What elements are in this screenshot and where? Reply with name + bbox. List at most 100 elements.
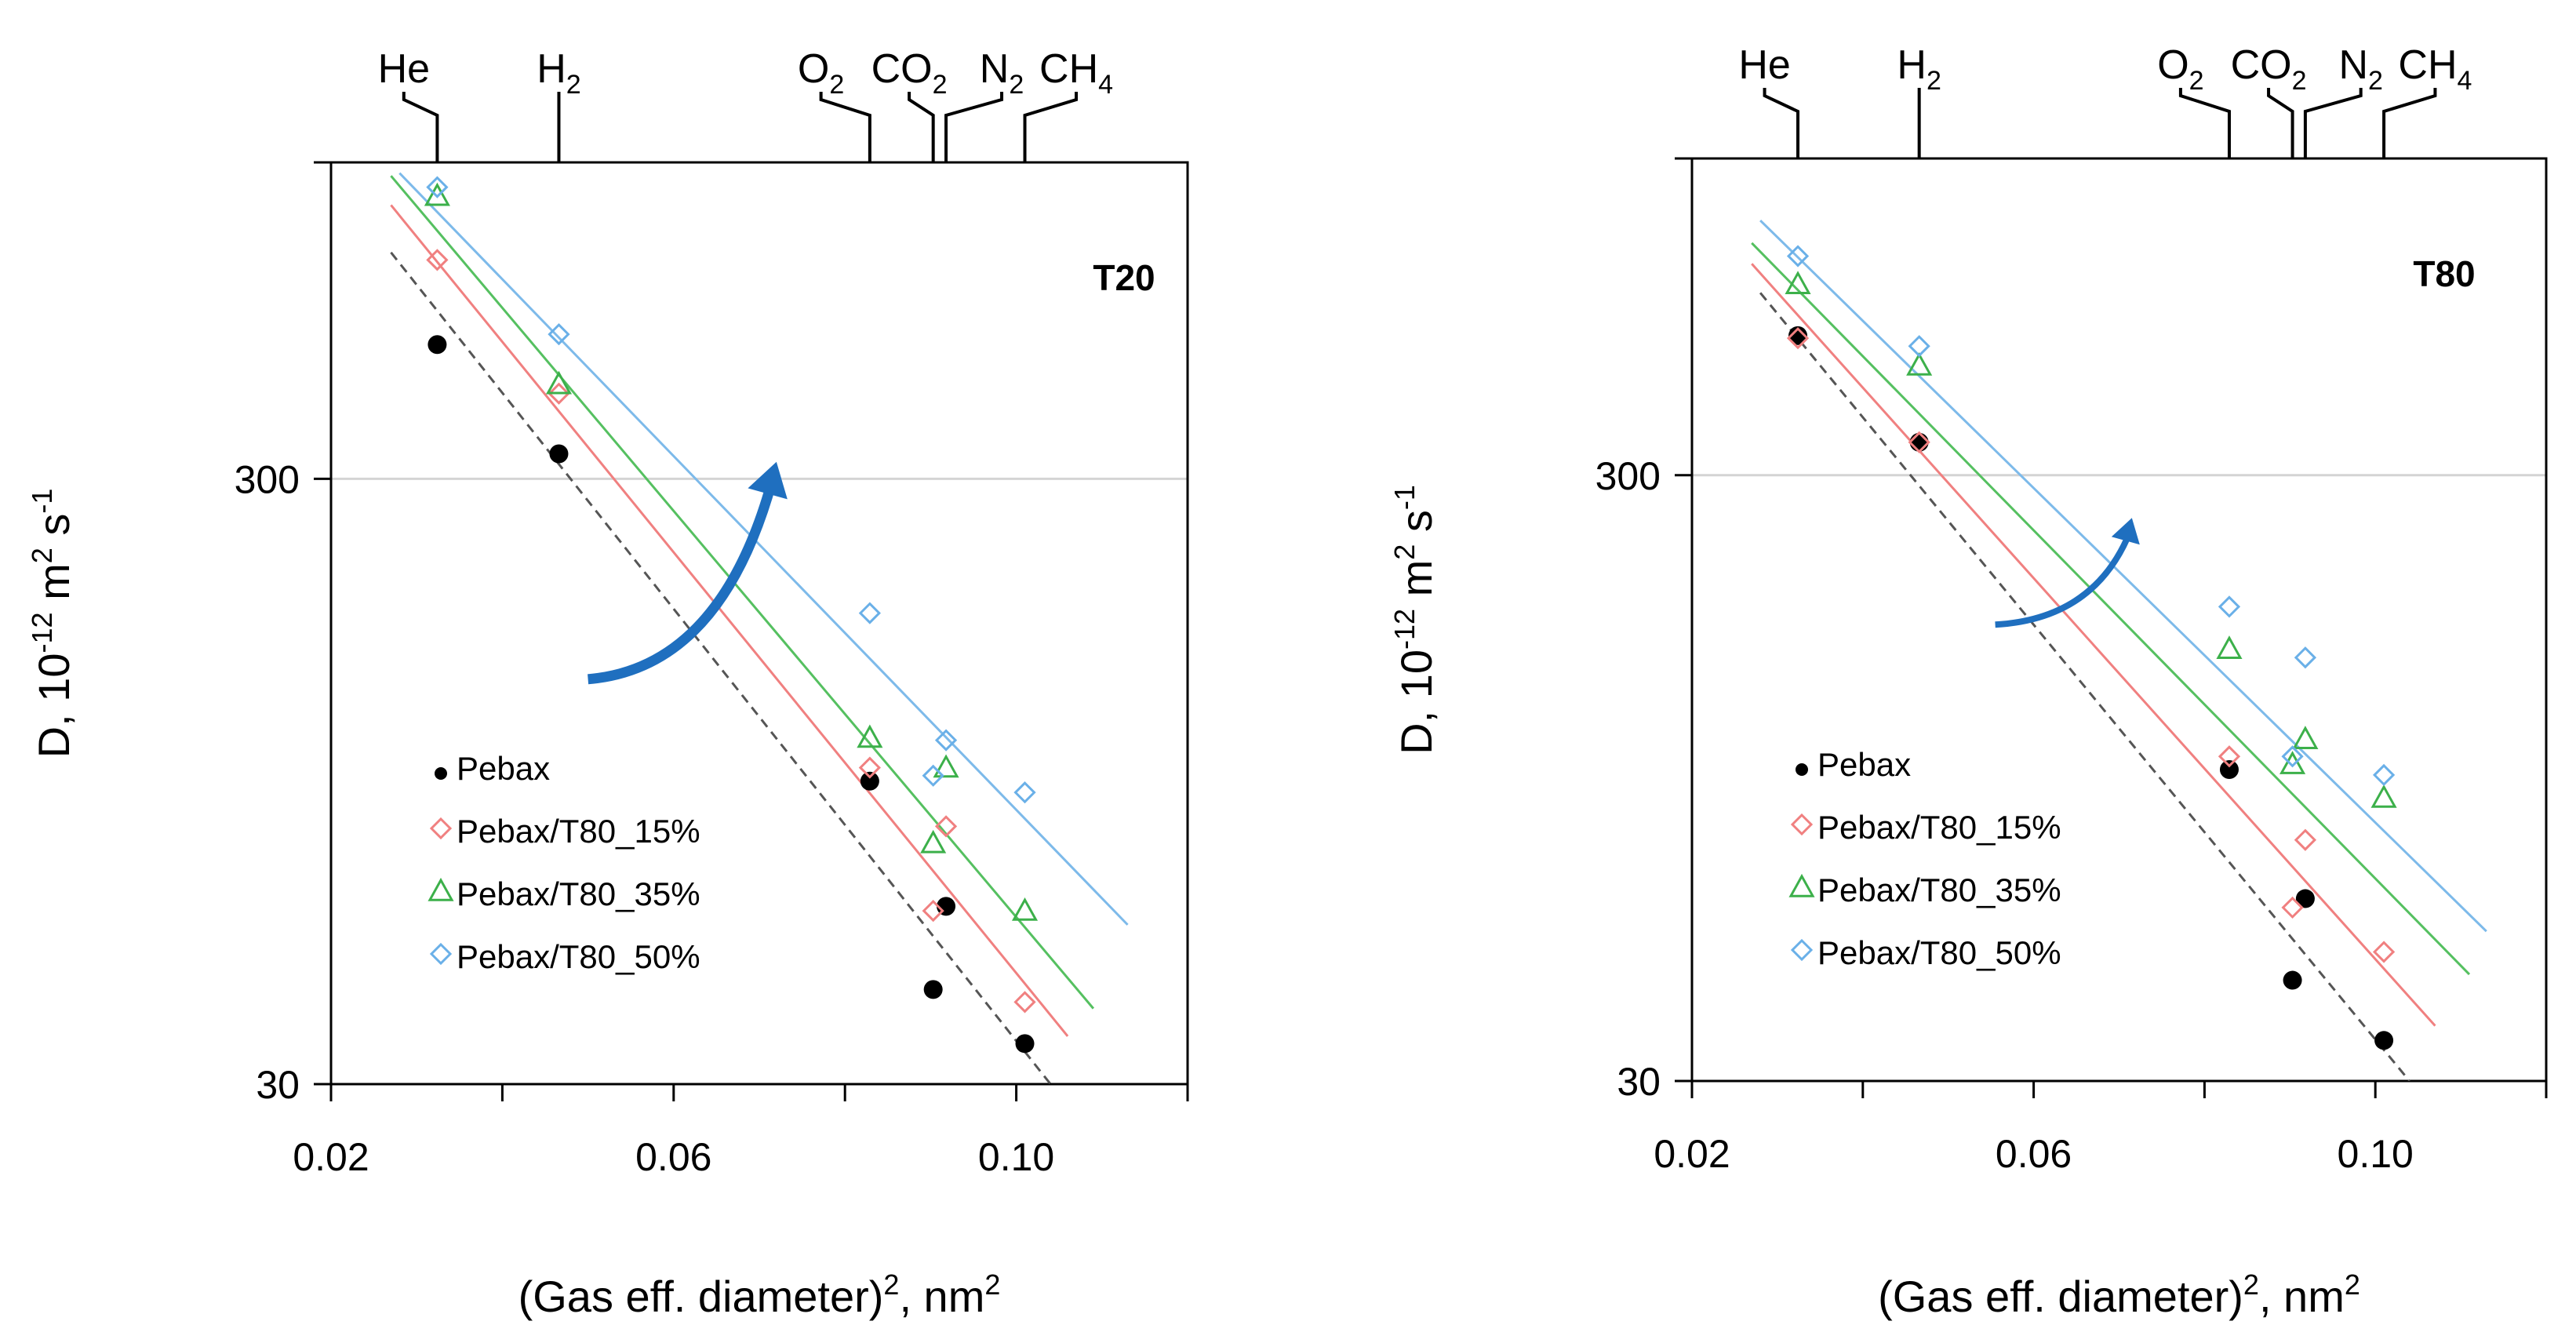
- legend-label: Pebax: [457, 750, 550, 787]
- gas-label-sub: 2: [829, 70, 844, 100]
- data-point: [934, 729, 958, 752]
- trend-arrow-head: [748, 461, 788, 500]
- gas-label: He: [1738, 42, 1790, 88]
- x-axis-label-unit: , nm: [2259, 1272, 2345, 1321]
- y-tick-label: 30: [256, 1063, 300, 1107]
- gas-label: CH4: [1039, 46, 1113, 100]
- legend-label: Pebax/T80_15%: [457, 813, 700, 850]
- gas-label-main: CO: [871, 46, 933, 92]
- y-axis-label-main: D, 10: [29, 653, 78, 759]
- gas-label: He: [378, 46, 430, 92]
- fit-line-pebax-t80-15-: [390, 204, 1069, 1037]
- legend-marker: [428, 877, 454, 901]
- data-point: [1786, 327, 1810, 350]
- y-axis-label-exp: -12: [26, 612, 58, 653]
- y-axis-label-unit-m: m: [29, 563, 78, 612]
- data-point: [2219, 759, 2239, 779]
- data-point: [858, 602, 881, 624]
- data-point: [2281, 896, 2304, 919]
- fit-lines: [390, 172, 1129, 1084]
- y-axis-label-unit-s: s: [29, 514, 78, 548]
- data-point: [1906, 352, 1933, 376]
- data-point: [548, 323, 570, 346]
- trend-arrow-shaft: [1995, 537, 2130, 628]
- gas-leader-line: [2303, 88, 2363, 158]
- data-point: [933, 754, 959, 778]
- data-point: [2372, 941, 2396, 963]
- fit-line-pebax-t80-35-: [1751, 242, 2471, 976]
- data-point: [923, 980, 943, 999]
- data-point: [428, 335, 447, 355]
- gas-label-main: O: [2157, 42, 2189, 88]
- data-points: [424, 176, 1039, 1054]
- gas-label-main: N: [980, 46, 1010, 92]
- gas-leader-line: [1023, 92, 1079, 162]
- trend-arrow-head: [2111, 518, 2140, 545]
- gas-label-sub: 2: [1927, 66, 1941, 96]
- data-point: [424, 182, 450, 206]
- gas-label: O2: [2157, 42, 2203, 96]
- legend-label: Pebax/T80_35%: [1817, 872, 2061, 908]
- gas-label-sub: 2: [933, 70, 948, 100]
- data-points: [1785, 245, 2397, 1050]
- y-tick-label: 300: [1595, 454, 1661, 498]
- data-point: [1909, 432, 1929, 452]
- y-axis-label: D, 10-12 m2 s-1: [26, 489, 78, 759]
- gas-label: CO2: [2231, 42, 2307, 96]
- x-tick-label: 0.06: [1996, 1132, 2072, 1176]
- gas-leader-line: [1763, 88, 1800, 158]
- gas-label-sub: 2: [2368, 66, 2383, 96]
- plot-frame: [1690, 157, 2548, 1083]
- x-axis-label-main: (Gas eff. diameter): [518, 1272, 884, 1321]
- gas-label-sub: 4: [2458, 66, 2472, 96]
- y-tick-label: 30: [1617, 1060, 1661, 1104]
- gas-leader-line: [2267, 88, 2294, 158]
- data-point: [426, 176, 449, 198]
- fit-line-pebax-t80-35-: [390, 175, 1095, 1010]
- x-tick-label: 0.02: [1654, 1132, 1730, 1176]
- data-point: [1786, 245, 1810, 268]
- gas-leader-line: [944, 92, 1004, 162]
- x-axis-label: (Gas eff. diameter)2, nm2: [1878, 1268, 2360, 1321]
- data-point: [2374, 1031, 2394, 1050]
- gas-leader-line: [819, 92, 871, 162]
- data-point: [1785, 271, 1811, 295]
- gas-label: CH4: [2398, 42, 2472, 96]
- legend-marker: [429, 817, 453, 840]
- gas-label: O2: [798, 46, 844, 100]
- data-point: [1788, 326, 1808, 345]
- gas-label-main: CH: [1039, 46, 1098, 92]
- legend-label: Pebax: [1817, 746, 1911, 783]
- x-axis-label-unit-sup: 2: [984, 1268, 1000, 1301]
- fit-line-pebax-t80-50-: [1759, 219, 2487, 933]
- gas-label-main: CH: [2398, 42, 2457, 88]
- gas-label-main: N: [2338, 42, 2368, 88]
- x-tick-label: 0.02: [293, 1135, 369, 1179]
- data-point: [2218, 595, 2241, 618]
- x-axis-label-unit: , nm: [899, 1272, 984, 1321]
- data-point: [1015, 1034, 1035, 1054]
- gas-label-main: He: [378, 46, 430, 92]
- data-point: [2294, 828, 2317, 851]
- x-axis-label-sup: 2: [2243, 1268, 2259, 1301]
- legend-marker: [1788, 873, 1815, 897]
- panel-label: T80: [2413, 253, 2475, 294]
- data-point: [1908, 431, 1930, 453]
- data-point: [860, 771, 879, 791]
- data-point: [920, 829, 947, 853]
- gas-label-main: H: [537, 46, 566, 92]
- data-point: [922, 764, 944, 787]
- gas-label-sub: 2: [2292, 66, 2307, 96]
- legend-label: Pebax/T80_35%: [457, 875, 700, 912]
- legend-marker: [1790, 938, 1814, 962]
- legend-marker: [429, 942, 453, 966]
- y-axis-label-main: D, 10: [1392, 650, 1441, 755]
- data-point: [2292, 726, 2319, 749]
- y-axis-label: D, 10-12 m2 s-1: [1388, 485, 1441, 755]
- data-point: [1013, 991, 1036, 1014]
- y-axis-label-exp: 2: [26, 548, 58, 563]
- gas-label-sub: 2: [1009, 70, 1024, 100]
- y-axis-label-unit-s: s: [1392, 510, 1441, 544]
